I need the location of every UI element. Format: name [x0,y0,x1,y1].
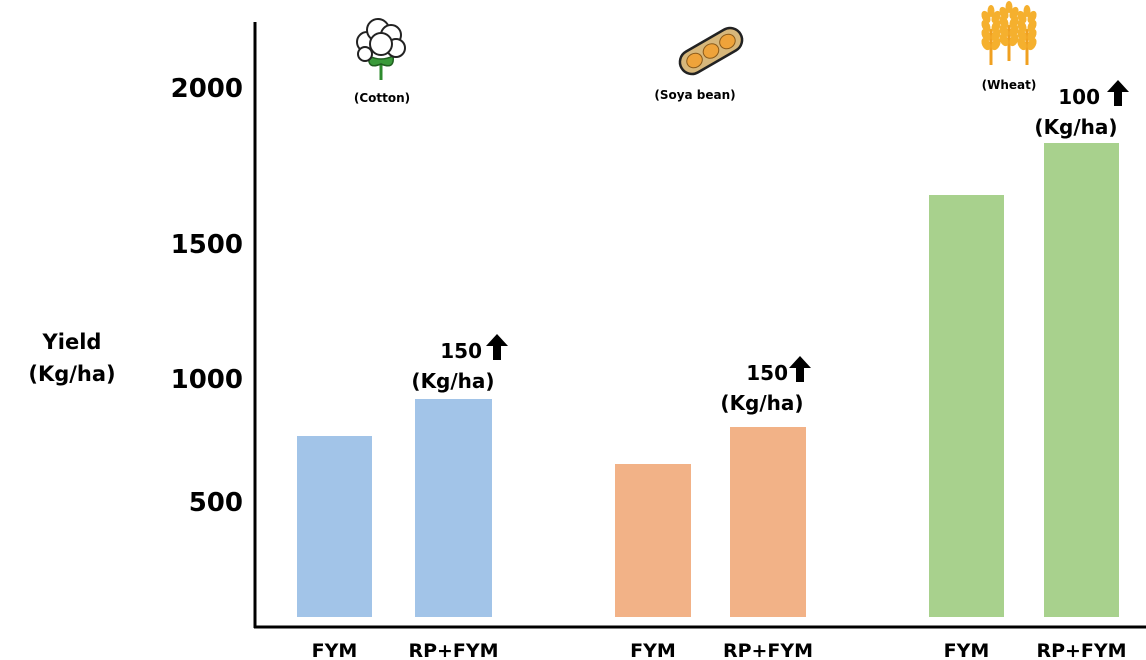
up-arrow-icon [1107,80,1129,106]
cotton-icon [356,18,406,80]
increase-annotation: 150 (Kg/ha) [720,356,811,415]
crop-label: (Soya bean) [654,88,735,102]
increase-amount: 100 [1058,85,1100,109]
up-arrow-icon [789,356,811,382]
bar-1-fym [297,436,372,617]
bar-3-fym [929,195,1004,617]
x-tick-label: RP+FYM [408,640,498,660]
bar-2-fym [615,464,691,617]
bar-2-rp-fym [730,427,806,617]
x-tick-label: RP+FYM [1036,640,1126,660]
increase-unit: (Kg/ha) [1034,115,1117,139]
increase-amount: 150 [440,339,482,363]
crop-icons [356,1,1037,80]
increase-unit: (Kg/ha) [720,391,803,415]
increase-annotations: 150 (Kg/ha) 150 (Kg/ha) 100 (Kg/ha) [411,80,1129,415]
y-tick-label: 1000 [171,365,243,395]
y-tick-label: 1500 [171,230,243,260]
x-tick-label: FYM [312,640,358,660]
up-arrow-icon [486,334,508,360]
x-tick-label: FYM [630,640,676,660]
bar-1-rp-fym [415,399,492,617]
crop-labels: (Cotton) (Soya bean) (Wheat) [354,78,1037,105]
x-tick-label: RP+FYM [723,640,813,660]
axes [253,22,1146,629]
wheat-icon [981,1,1037,65]
increase-annotation: 150 (Kg/ha) [411,334,508,393]
y-axis-label: Yield (Kg/ha) [28,330,115,386]
bar-3-rp-fym [1044,143,1119,617]
x-tick-label: FYM [944,640,990,660]
crop-label: (Wheat) [982,78,1037,92]
bars [297,143,1119,617]
increase-amount: 150 [746,361,788,385]
y-axis-label-line2: (Kg/ha) [28,362,115,386]
x-tick-labels: FYM RP+FYM FYM RP+FYM FYM RP+FYM [312,640,1127,660]
increase-annotation: 100 (Kg/ha) [1034,80,1129,139]
y-axis-label-line1: Yield [42,330,102,354]
y-tick-label: 500 [189,488,243,518]
increase-unit: (Kg/ha) [411,369,494,393]
y-tick-label: 2000 [171,74,243,104]
y-tick-labels: 500 1000 1500 2000 [171,74,243,518]
soybean-icon [678,26,744,76]
crop-label: (Cotton) [354,91,410,105]
